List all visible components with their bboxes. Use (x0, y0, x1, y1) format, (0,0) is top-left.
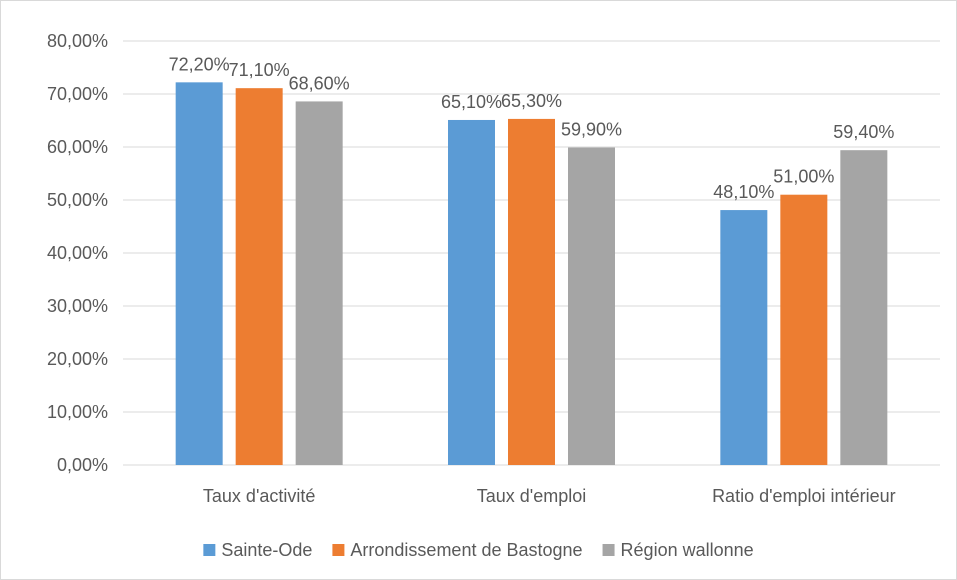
y-tick-label: 20,00% (47, 349, 108, 369)
bar (235, 88, 283, 466)
bar (720, 210, 768, 465)
legend-label: Arrondissement de Bastogne (350, 540, 582, 560)
data-label: 65,10% (441, 92, 502, 112)
bar (448, 119, 495, 465)
x-tick-label: Ratio d'emploi intérieur (712, 486, 896, 506)
data-label: 65,30% (501, 91, 562, 111)
x-tick-label: Taux d'emploi (477, 486, 587, 506)
data-label: 72,20% (169, 54, 230, 74)
y-tick-label: 0,00% (57, 455, 108, 475)
y-tick-label: 50,00% (47, 190, 108, 210)
y-tick-label: 40,00% (47, 243, 108, 263)
bar (780, 194, 828, 465)
data-label: 51,00% (773, 167, 834, 187)
bar (568, 147, 615, 465)
legend-label: Sainte-Ode (221, 540, 312, 560)
bar (175, 82, 223, 465)
data-label: 59,40% (833, 122, 894, 142)
bar (840, 150, 888, 465)
data-label: 71,10% (229, 60, 290, 80)
y-tick-label: 60,00% (47, 137, 108, 157)
bar (295, 101, 343, 466)
legend-swatch (203, 544, 216, 556)
y-tick-label: 30,00% (47, 296, 108, 316)
bar (508, 118, 555, 465)
y-tick-label: 80,00% (47, 31, 108, 51)
x-tick-label: Taux d'activité (203, 486, 316, 506)
y-tick-label: 70,00% (47, 84, 108, 104)
y-tick-label: 10,00% (47, 402, 108, 422)
legend-label: Région wallonne (621, 540, 754, 560)
legend-swatch (332, 544, 345, 556)
data-label: 59,90% (561, 120, 622, 140)
data-label: 48,10% (713, 182, 774, 202)
data-label: 68,60% (289, 73, 350, 93)
legend-swatch (602, 544, 615, 556)
